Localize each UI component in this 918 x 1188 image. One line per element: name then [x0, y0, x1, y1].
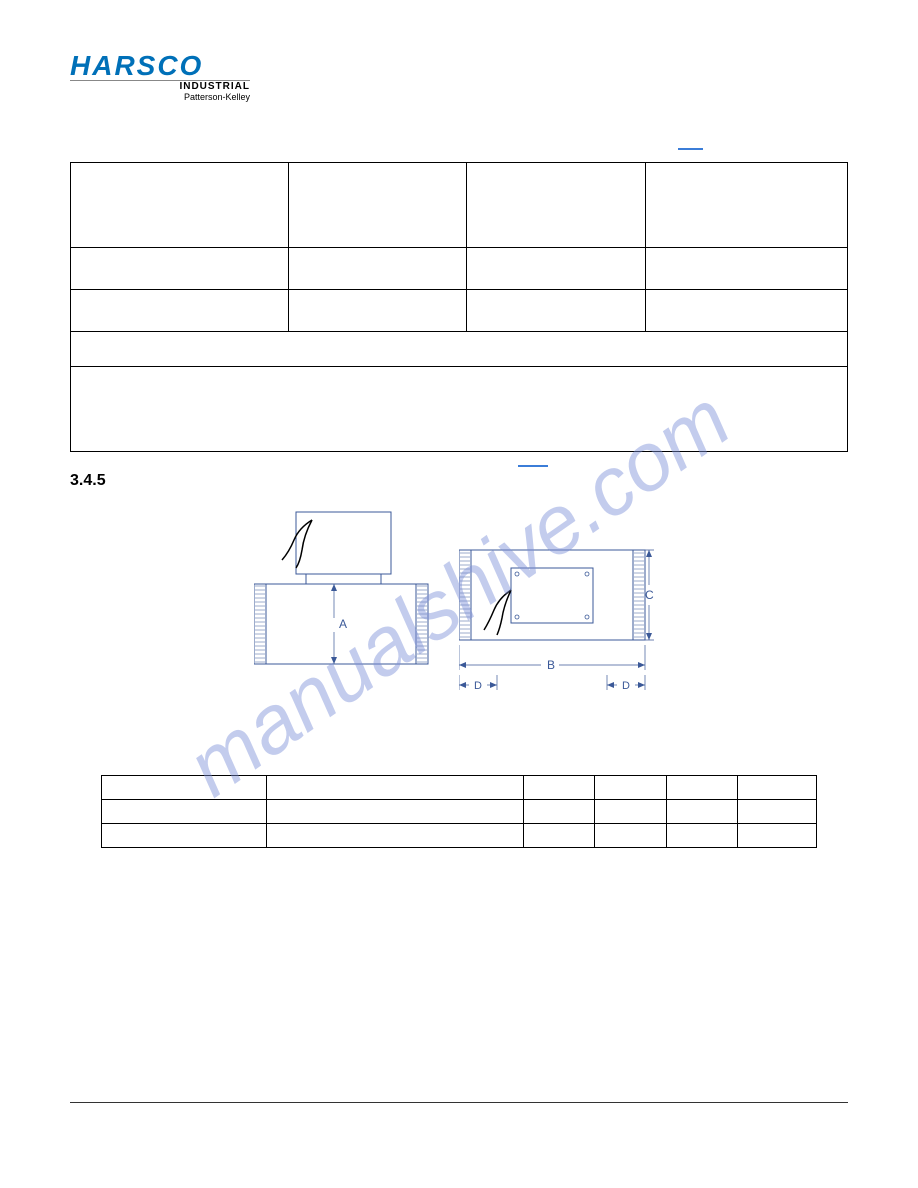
- table-cell: [467, 290, 646, 332]
- table-row: [71, 367, 848, 452]
- table-cell: [666, 824, 737, 848]
- dim-label-b: B: [547, 658, 555, 672]
- dim-label-d-left: D: [474, 680, 482, 692]
- section-number: 3.4.5: [70, 472, 848, 490]
- table-cell: [71, 163, 289, 248]
- table-row: [71, 290, 848, 332]
- link-underline-2: [518, 465, 548, 467]
- dim-label-d-right: D: [622, 680, 630, 692]
- table-row: [102, 824, 817, 848]
- table-cell: [666, 776, 737, 800]
- logo-sub-text: INDUSTRIAL: [70, 81, 250, 92]
- table-cell: [666, 800, 737, 824]
- logo: HARSCO INDUSTRIAL Patterson-Kelley: [70, 50, 848, 102]
- footer-divider: [70, 1102, 848, 1103]
- table-cell: [645, 163, 847, 248]
- logo-sub2-text: Patterson-Kelley: [70, 92, 250, 102]
- table-row: [71, 248, 848, 290]
- crimp-left-front: [459, 550, 471, 640]
- table-cell: [288, 163, 467, 248]
- table-cell: [738, 824, 817, 848]
- table-cell: [523, 800, 594, 824]
- crimp-right-front: [633, 550, 645, 640]
- table-cell: [523, 824, 594, 848]
- table-row: [102, 776, 817, 800]
- crimp-left: [254, 584, 266, 664]
- table-cell: [738, 800, 817, 824]
- table-cell: [102, 824, 266, 848]
- table-cell: [595, 776, 666, 800]
- link-underline-1: [678, 148, 703, 150]
- table-cell: [102, 800, 266, 824]
- crimp-right: [416, 584, 428, 664]
- dimension-table: [101, 775, 817, 848]
- table-cell-merged: [71, 332, 848, 367]
- table-cell: [71, 248, 289, 290]
- side-view-svg: A: [254, 510, 429, 720]
- logo-main-text: HARSCO: [70, 50, 848, 82]
- table-cell: [645, 248, 847, 290]
- table-cell: [266, 824, 523, 848]
- table-cell: [71, 290, 289, 332]
- diagram-container: A C: [70, 510, 848, 725]
- front-view-svg: C: [459, 510, 664, 720]
- table-cell: [645, 290, 847, 332]
- table-cell: [288, 248, 467, 290]
- table-row: [102, 800, 817, 824]
- table-cell: [523, 776, 594, 800]
- table-cell: [288, 290, 467, 332]
- table-cell: [595, 824, 666, 848]
- table-cell: [102, 776, 266, 800]
- table-cell-merged: [71, 367, 848, 452]
- table-row: [71, 332, 848, 367]
- diagram-front-view: C: [459, 510, 664, 725]
- diagram-side-view: A: [254, 510, 429, 725]
- table-cell: [738, 776, 817, 800]
- table-cell: [595, 800, 666, 824]
- dim-label-a: A: [339, 617, 347, 631]
- table-cell: [467, 248, 646, 290]
- table-cell: [266, 776, 523, 800]
- dim-label-c: C: [645, 588, 654, 602]
- table-row: [71, 163, 848, 248]
- table-cell: [266, 800, 523, 824]
- spec-table-1: [70, 162, 848, 452]
- table-cell: [467, 163, 646, 248]
